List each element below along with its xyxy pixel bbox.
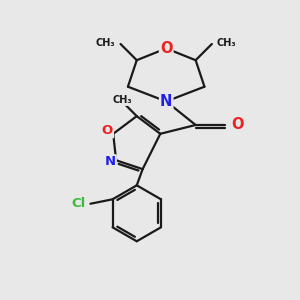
Text: N: N: [105, 155, 116, 168]
Text: N: N: [160, 94, 172, 109]
Text: CH₃: CH₃: [113, 95, 133, 105]
Text: Cl: Cl: [72, 197, 86, 210]
Text: O: O: [160, 41, 172, 56]
Text: O: O: [231, 118, 244, 133]
Text: CH₃: CH₃: [217, 38, 236, 48]
Text: CH₃: CH₃: [96, 38, 116, 48]
Text: O: O: [102, 124, 113, 137]
